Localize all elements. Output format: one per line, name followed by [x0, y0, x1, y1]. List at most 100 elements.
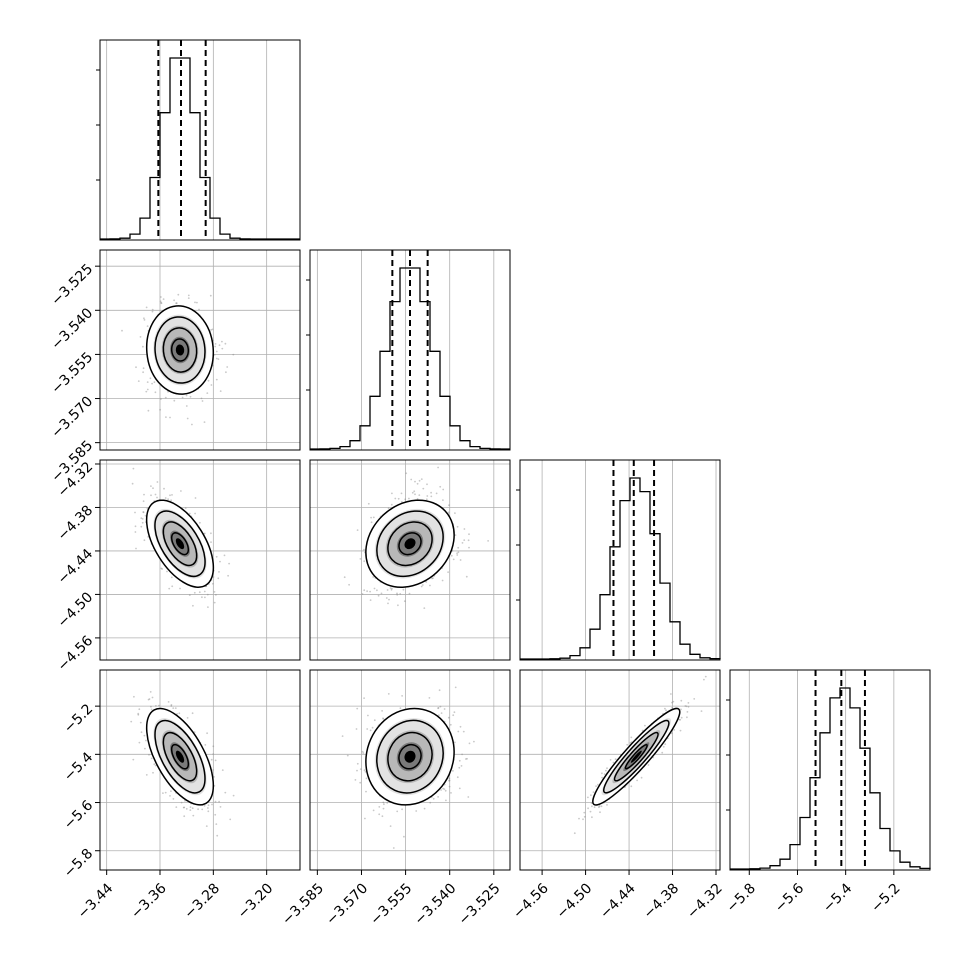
scatter-point [442, 488, 445, 491]
panel-3-1-contour-3 [387, 731, 433, 782]
scatter-point [141, 518, 144, 520]
scatter-point [673, 729, 676, 731]
panel-3-0-content [130, 691, 235, 837]
scatter-point [170, 705, 173, 707]
scatter-point [679, 729, 682, 732]
scatter-point [173, 299, 176, 302]
xtick-label-0-3: −3.20 [235, 880, 277, 922]
scatter-point [456, 554, 459, 556]
scatter-point [160, 301, 163, 304]
scatter-point [468, 742, 471, 745]
scatter-point [400, 492, 403, 495]
scatter-point [192, 814, 195, 817]
xtick-label-3-1: −5.6 [772, 880, 807, 915]
scatter-point [401, 695, 403, 697]
scatter-point [133, 695, 135, 698]
scatter-point [225, 371, 227, 374]
scatter-point [162, 792, 164, 794]
scatter-point [644, 724, 646, 727]
scatter-point [131, 482, 134, 485]
scatter-point [466, 757, 468, 760]
panel-3-0 [99, 669, 301, 871]
scatter-point [175, 302, 178, 305]
scatter-point [454, 686, 457, 689]
scatter-point [461, 753, 463, 756]
scatter-point [382, 807, 385, 810]
scatter-point [438, 714, 440, 716]
scatter-point [194, 301, 196, 304]
scatter-point [448, 785, 451, 788]
scatter-point [459, 559, 462, 561]
scatter-point [206, 392, 209, 394]
scatter-point [206, 593, 209, 596]
scatter-point [664, 743, 667, 745]
scatter-point [386, 802, 389, 804]
panel-2-1-density-peak [404, 538, 416, 550]
scatter-point [187, 297, 190, 299]
scatter-point [217, 358, 220, 360]
scatter-point [214, 345, 217, 348]
scatter-point [210, 384, 213, 386]
scatter-point [418, 479, 421, 482]
hist-0-frame [99, 39, 301, 241]
scatter-point [614, 758, 617, 761]
scatter-point [463, 528, 466, 530]
scatter-point [223, 554, 226, 557]
scatter-point [363, 769, 366, 772]
scatter-point [366, 590, 368, 593]
scatter-point [432, 577, 434, 580]
scatter-point [396, 592, 398, 595]
ytick-label-1-1: −3.570 [48, 394, 96, 442]
scatter-point [461, 542, 464, 544]
scatter-point [214, 759, 217, 762]
xtick-label-1-3: −3.540 [412, 880, 460, 928]
scatter-point [462, 730, 465, 733]
scatter-point [447, 716, 450, 719]
scatter-point [440, 712, 443, 714]
scatter-point [672, 700, 675, 703]
xtick-label-2-4: −4.32 [684, 880, 726, 922]
scatter-point [199, 521, 201, 524]
scatter-point [170, 790, 172, 792]
scatter-point [213, 591, 216, 593]
scatter-point [150, 705, 152, 708]
scatter-point [210, 541, 212, 543]
scatter-point [213, 354, 216, 356]
panel-3-0-contour-4 [170, 743, 190, 770]
scatter-point [213, 601, 216, 604]
scatter-point [203, 804, 206, 807]
scatter-point [193, 731, 196, 733]
scatter-point [228, 562, 231, 565]
scatter-point [192, 604, 194, 607]
scatter-point [647, 764, 650, 766]
scatter-point [630, 785, 633, 788]
scatter-point [201, 596, 203, 599]
scatter-point [373, 587, 376, 590]
scatter-point [188, 594, 191, 596]
panel-2-1-contour-1 [365, 499, 455, 588]
scatter-point [686, 716, 688, 719]
ytick-label-1-2: −3.555 [48, 349, 96, 397]
scatter-point [680, 716, 683, 719]
hist-1-steps [310, 267, 510, 450]
panel-3-0-contour-3 [162, 731, 198, 782]
scatter-point [160, 398, 162, 400]
scatter-point [156, 481, 159, 483]
scatter-point [415, 810, 418, 812]
scatter-point [137, 713, 140, 716]
scatter-point [443, 708, 446, 710]
scatter-point [146, 381, 149, 383]
scatter-point [603, 773, 606, 775]
scatter-point [367, 502, 370, 505]
scatter-point [196, 301, 198, 304]
panel-3-1-contour-4 [398, 743, 422, 770]
scatter-point [143, 493, 145, 496]
scatter-point [170, 576, 173, 579]
scatter-point [121, 329, 123, 332]
scatter-point [382, 801, 385, 804]
ytick-label-3-1: −5.6 [61, 797, 96, 832]
scatter-point [382, 717, 384, 720]
scatter-point [227, 574, 230, 577]
scatter-point [200, 397, 203, 400]
scatter-point [458, 759, 461, 762]
